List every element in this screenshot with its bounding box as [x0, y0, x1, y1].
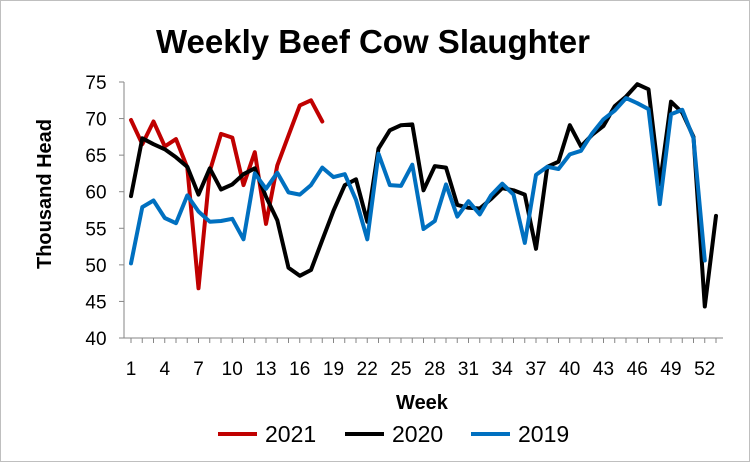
x-tick-label: 10 [222, 359, 243, 380]
x-tick-label: 22 [357, 359, 378, 380]
x-tick-label: 40 [559, 359, 580, 380]
series-lines [129, 82, 718, 309]
x-tick-label: 19 [323, 359, 344, 380]
series-line-2021 [129, 98, 325, 291]
chart-title: Weekly Beef Cow Slaughter [156, 23, 590, 60]
y-tick-label: 55 [85, 219, 106, 240]
series-line-2019 [129, 96, 707, 266]
legend: 2021 2020 2019 [218, 421, 569, 447]
series-line-2020 [129, 82, 718, 309]
x-tick-label: 31 [458, 359, 479, 380]
x-tick-label: 28 [424, 359, 445, 380]
x-tick-label: 1 [126, 359, 137, 380]
x-tick-label: 4 [159, 359, 170, 380]
y-axis-title: Thousand Head [34, 119, 56, 269]
x-tick-label: 52 [694, 359, 715, 380]
y-tick-label: 45 [85, 292, 106, 313]
x-tick-label: 37 [525, 359, 546, 380]
legend-label-2020: 2020 [392, 421, 443, 447]
x-tick-label: 43 [593, 359, 614, 380]
x-tick-label: 13 [255, 359, 276, 380]
x-axis-title: Week [396, 392, 449, 414]
y-tick-label: 60 [85, 183, 106, 204]
x-tick-label: 34 [492, 359, 514, 380]
tick-labels: 40 45 50 55 60 65 70 75 1 4 7 10 13 16 19 22 25 28 31 34 37 4… [85, 73, 715, 380]
y-tick-label: 70 [85, 110, 106, 131]
legend-label-2021: 2021 [265, 421, 316, 447]
y-tick-label: 65 [85, 146, 106, 167]
x-tick-label: 46 [627, 359, 648, 380]
y-tick-label: 75 [85, 73, 106, 94]
x-tick-label: 25 [390, 359, 411, 380]
x-tick-label: 7 [193, 359, 204, 380]
x-tick-label: 49 [660, 359, 681, 380]
y-tick-label: 40 [85, 329, 106, 350]
legend-label-2019: 2019 [518, 421, 569, 447]
axes [119, 81, 723, 343]
x-tick-label: 16 [289, 359, 310, 380]
y-tick-label: 50 [85, 256, 106, 277]
